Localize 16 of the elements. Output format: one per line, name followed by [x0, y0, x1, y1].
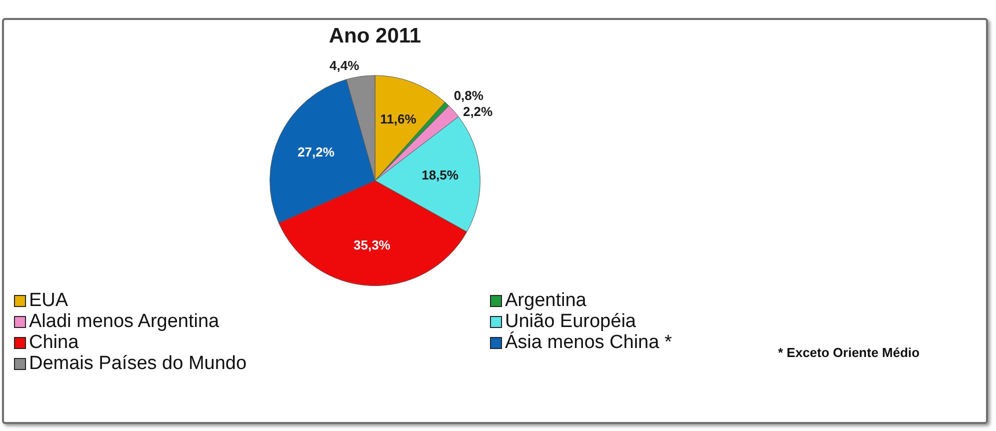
legend-label: Argentina	[505, 290, 586, 312]
data-label: 0,8%	[454, 88, 484, 104]
data-label: 2,2%	[462, 104, 494, 120]
data-label: 27,2%	[298, 144, 335, 160]
legend-label: Aladi menos Argentina	[29, 310, 220, 332]
legend-label: EUA	[29, 290, 68, 312]
legend-label: China	[29, 332, 79, 354]
legend-label: Ásia menos China *	[505, 332, 672, 354]
chart-title: Ano 2011	[328, 24, 422, 48]
data-label: 11,6%	[380, 111, 417, 126]
legend-label: Demais Países do Mundo	[29, 352, 247, 374]
data-label: 18,5%	[422, 167, 459, 182]
legend-label: União Européia	[505, 310, 636, 332]
data-label: 35,3%	[353, 237, 391, 252]
text: * Exceto Oriente Médio	[778, 345, 920, 360]
data-label: 4,4%	[329, 58, 360, 74]
